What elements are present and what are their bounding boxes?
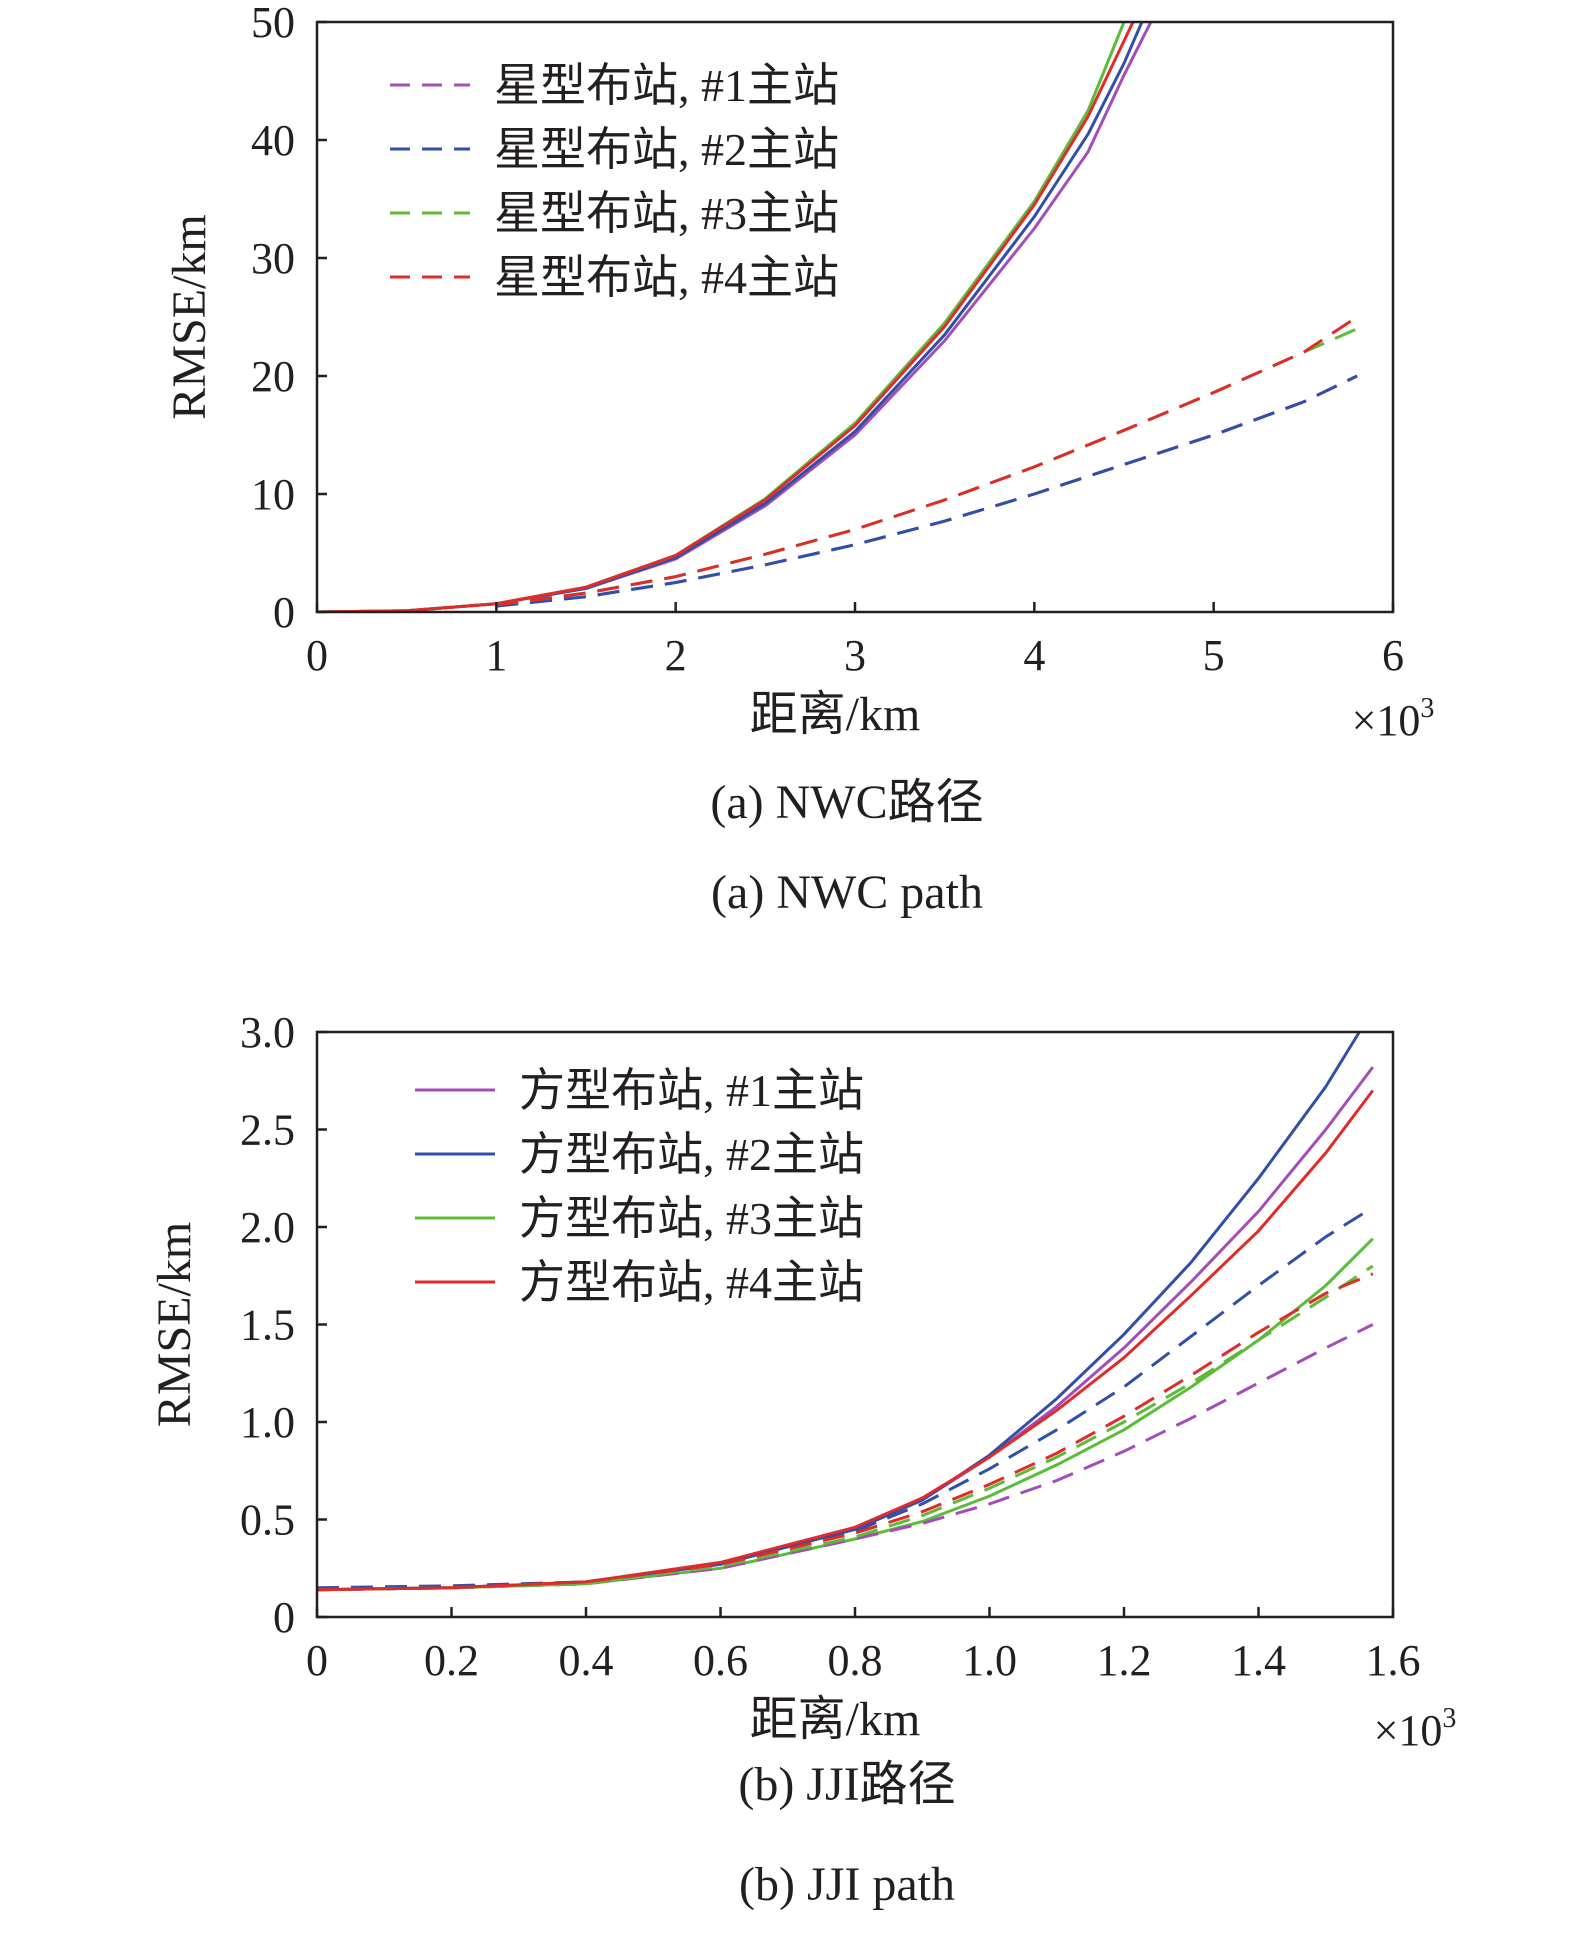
plot-frame bbox=[315, 20, 1395, 614]
y-tick-label: 20 bbox=[251, 352, 295, 401]
x-tick-label: 2 bbox=[665, 631, 687, 680]
caption-cn: (a) NWC路径 bbox=[710, 776, 983, 829]
y-tick-label: 50 bbox=[251, 0, 295, 47]
legend-label-3: 方型布站, #3主站 bbox=[519, 1193, 864, 1244]
x-tick-label: 0.4 bbox=[559, 1636, 614, 1685]
caption-cn: (b) JJI路径 bbox=[738, 1758, 955, 1811]
x-tick-label: 3 bbox=[844, 631, 866, 680]
chart-panel-a: 0 1 2 3 4 5 6 0 10 20 30 40 50 距离/km RMSE/km ×103 星型布站, … bbox=[163, 0, 1434, 919]
y-tick-label: 3.0 bbox=[240, 1008, 295, 1057]
y-tick-label: 1.0 bbox=[240, 1398, 295, 1447]
x-tick-label: 1.0 bbox=[962, 1636, 1017, 1685]
x-tick-label: 1.4 bbox=[1231, 1636, 1286, 1685]
y-tick-label: 30 bbox=[251, 234, 295, 283]
series-group bbox=[317, 1032, 1374, 1592]
legend-label-1: 方型布站, #1主站 bbox=[519, 1065, 864, 1116]
y-tick-label: 40 bbox=[251, 116, 295, 165]
y-axis-label: RMSE/km bbox=[163, 214, 216, 419]
y-tick-label: 0.5 bbox=[240, 1496, 295, 1545]
series-group bbox=[317, 22, 1358, 612]
x-tick-label: 0 bbox=[306, 631, 328, 680]
series-line-dashed-1 bbox=[317, 1323, 1374, 1592]
legend-label-4: 星型布站, #4主站 bbox=[494, 252, 839, 303]
y-axis-label: RMSE/km bbox=[148, 1222, 201, 1427]
series-line-dashed-3 bbox=[496, 327, 1358, 607]
y-tick-label: 0 bbox=[273, 588, 295, 637]
x-axis-multiplier-exponent: 3 bbox=[1442, 1703, 1456, 1734]
x-axis-label: 距离/km bbox=[750, 688, 921, 741]
x-axis-multiplier: ×103 bbox=[1352, 693, 1435, 745]
x-tick-label: 0.6 bbox=[693, 1636, 748, 1685]
caption-en: (a) NWC path bbox=[711, 866, 983, 919]
series-line-dashed-2 bbox=[496, 374, 1358, 608]
x-tick-label: 1.2 bbox=[1097, 1636, 1152, 1685]
legend-label-3: 星型布站, #3主站 bbox=[494, 188, 839, 239]
legend-label-2: 星型布站, #2主站 bbox=[494, 124, 839, 175]
x-axis-multiplier-exponent: 3 bbox=[1420, 693, 1434, 724]
series-line-dashed-2 bbox=[317, 1206, 1374, 1590]
series-line-solid-4 bbox=[317, 1089, 1374, 1592]
x-tick-label: 0.2 bbox=[424, 1636, 479, 1685]
x-tick-label: 1.6 bbox=[1366, 1636, 1421, 1685]
legend-label-4: 方型布站, #4主站 bbox=[519, 1257, 864, 1308]
x-tick-label: 5 bbox=[1203, 631, 1225, 680]
series-line-solid-4 bbox=[317, 22, 1135, 612]
legend-label-2: 方型布站, #2主站 bbox=[519, 1129, 864, 1180]
y-tick-label: 2.5 bbox=[240, 1106, 295, 1155]
x-tick-label: 4 bbox=[1023, 631, 1045, 680]
x-tick-label: 0.8 bbox=[828, 1636, 883, 1685]
x-tick-label: 6 bbox=[1382, 631, 1404, 680]
y-tick-label: 1.5 bbox=[240, 1301, 295, 1350]
legend-label-1: 星型布站, #1主站 bbox=[494, 60, 839, 111]
series-line-dashed-3 bbox=[317, 1264, 1374, 1592]
caption-en: (b) JJI path bbox=[739, 1858, 955, 1911]
chart-panel-b: 0 0.2 0.4 0.6 0.8 1.0 1.2 1.4 1.6 0 0.5 1.0 1.5 2.0 2.… bbox=[148, 1008, 1456, 1911]
y-tick-label: 2.0 bbox=[240, 1203, 295, 1252]
x-tick-label: 1 bbox=[485, 631, 507, 680]
series-line-dashed-4 bbox=[317, 1272, 1374, 1592]
x-axis-label: 距离/km bbox=[750, 1693, 921, 1746]
series-line-dashed-1 bbox=[496, 374, 1358, 608]
y-tick-label: 10 bbox=[251, 470, 295, 519]
x-tick-label: 0 bbox=[306, 1636, 328, 1685]
x-axis-multiplier: ×103 bbox=[1374, 1703, 1457, 1755]
y-tick-label: 0 bbox=[273, 1593, 295, 1642]
series-line-dashed-4 bbox=[496, 315, 1358, 607]
